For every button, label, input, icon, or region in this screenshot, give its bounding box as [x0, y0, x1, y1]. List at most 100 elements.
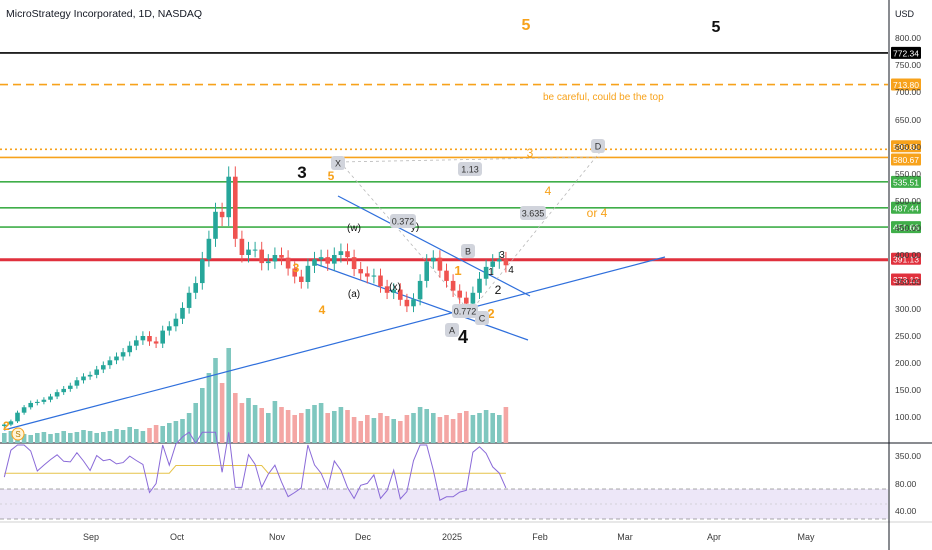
volume-bar: [239, 403, 245, 443]
candle-body: [101, 365, 106, 370]
volume-bar: [81, 430, 86, 443]
volume-bar: [114, 429, 119, 443]
candle-body: [153, 341, 159, 344]
candle-body: [2, 424, 7, 426]
time-axis-tick: Feb: [532, 532, 548, 542]
candle-body: [246, 249, 251, 255]
volume-bar: [266, 413, 271, 443]
volume-bar: [464, 411, 469, 443]
fib-connector-d: [469, 151, 601, 313]
wave-label: 4: [319, 303, 326, 317]
volume-bar: [233, 393, 238, 443]
fib-connector-top: [339, 156, 601, 163]
wave-label: y): [411, 222, 419, 233]
volume-bar: [213, 358, 218, 443]
candle-body: [470, 292, 476, 304]
volume-bar: [503, 407, 509, 443]
volume-bar: [127, 427, 132, 443]
volume-bar: [74, 432, 80, 443]
candle-body: [94, 369, 99, 375]
price-level-label-bg: [891, 175, 921, 188]
candle-body: [450, 280, 456, 291]
wave-label: 5: [522, 17, 531, 34]
wave-label: 1: [454, 263, 461, 278]
candle-body: [41, 399, 47, 402]
candle-body: [384, 286, 390, 293]
wave-label: 3: [297, 163, 306, 182]
volume-bar: [173, 421, 179, 443]
wave-label: or 4: [587, 206, 608, 220]
boxed-label: 3.635: [522, 209, 545, 219]
volume-bar: [272, 401, 278, 443]
candle-body: [332, 255, 337, 264]
price-axis-tick: 350.00: [895, 277, 921, 287]
price-level-label-bg: [891, 46, 921, 59]
candle-body: [490, 261, 495, 267]
candle-body: [266, 261, 271, 264]
boxed-label-bg: [461, 244, 475, 258]
volume-bar: [470, 415, 476, 443]
candle-body: [318, 257, 324, 260]
price-level-label-bg: [891, 140, 921, 153]
wave-label: 3: [293, 261, 300, 275]
price-level-label-bg: [891, 273, 921, 286]
price-axis-tick: 450.00: [895, 223, 921, 233]
time-axis-tick: Dec: [355, 532, 372, 542]
candle-body: [8, 421, 14, 425]
candle-body: [127, 345, 132, 353]
price-axis-tick: 300.00: [895, 304, 921, 314]
candle-body: [193, 283, 198, 293]
volume-bar: [140, 431, 146, 443]
volume-bar: [351, 417, 357, 443]
left-edge-wave-label: 2: [3, 419, 10, 433]
boxed-label: X: [335, 159, 341, 169]
volume-bar: [21, 434, 27, 443]
rsi-axis-tick: 80.00: [895, 479, 917, 489]
volume-bar: [424, 409, 429, 443]
candle-body: [239, 238, 245, 255]
price-level-label-bg: [891, 153, 921, 166]
candle-body: [147, 336, 152, 342]
volume-bar: [186, 413, 192, 443]
volume-bar: [417, 407, 423, 443]
price-level-label: 580.67: [893, 155, 919, 165]
wave-label: (x): [389, 282, 401, 293]
wave-label: 3: [527, 146, 534, 160]
candle-body: [186, 292, 192, 308]
volume-bar: [444, 415, 449, 443]
price-axis-tick: 750.00: [895, 60, 921, 70]
volume-bar: [2, 433, 7, 443]
wave-label: 1: [488, 267, 494, 278]
candle-body: [107, 360, 113, 366]
candle-body: [411, 299, 416, 307]
candle-body: [272, 255, 278, 262]
candle-body: [497, 259, 502, 262]
volume-bar: [437, 417, 443, 443]
volume-bar: [312, 405, 317, 443]
price-level-label: 713.80: [893, 80, 919, 90]
boxed-label-bg: [458, 162, 482, 176]
split-marker-text: S: [15, 430, 20, 439]
wave-label: 3: [499, 250, 505, 261]
volume-bar: [490, 413, 495, 443]
volume-bar: [371, 418, 377, 443]
candle-body: [54, 392, 60, 397]
candle-body: [503, 259, 509, 266]
volume-bar: [94, 433, 99, 443]
candle-body: [200, 259, 205, 284]
candle-body: [233, 176, 238, 239]
candle-body: [252, 249, 258, 251]
candle-body: [345, 251, 350, 258]
candle-body: [160, 330, 165, 344]
volume-bar: [305, 409, 311, 443]
candle-body: [338, 251, 344, 255]
candle-body: [74, 380, 80, 386]
time-axis-tick: Sep: [83, 532, 99, 542]
boxed-label-bg: [445, 323, 459, 337]
rsi-axis-tick: 350.00: [895, 451, 921, 461]
volume-bar: [134, 429, 139, 443]
volume-bar: [120, 430, 126, 443]
volume-bar: [279, 407, 284, 443]
